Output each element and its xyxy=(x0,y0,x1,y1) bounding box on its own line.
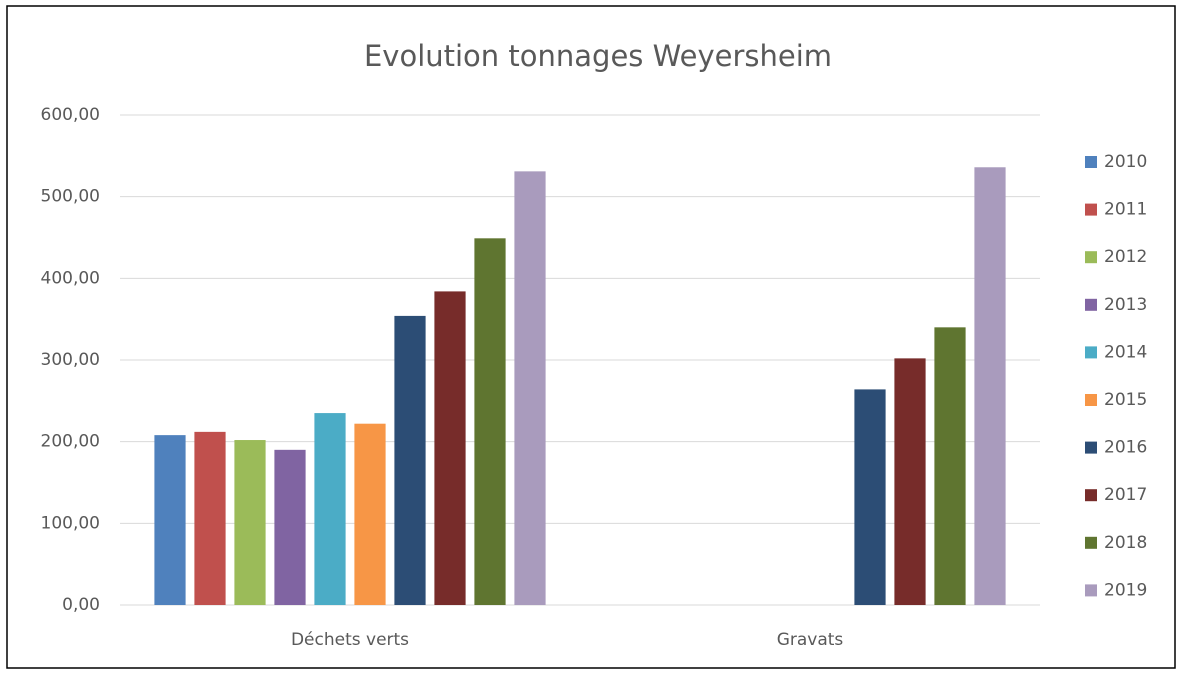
legend-swatch xyxy=(1085,536,1097,549)
bar xyxy=(854,389,886,605)
legend-swatch xyxy=(1085,298,1097,311)
bar xyxy=(974,167,1006,605)
legend-swatch xyxy=(1085,156,1097,168)
legend-label: 2015 xyxy=(1104,390,1147,410)
legend-swatch xyxy=(1085,251,1097,264)
y-tick-label: 0,00 xyxy=(62,595,100,615)
y-tick-label: 100,00 xyxy=(41,513,100,533)
bar xyxy=(894,358,926,605)
y-tick-label: 200,00 xyxy=(41,432,100,452)
legend-label: 2012 xyxy=(1104,247,1147,267)
y-tick-label: 400,00 xyxy=(41,268,100,288)
legend-label: 2014 xyxy=(1104,342,1147,362)
legend-label: 2010 xyxy=(1104,152,1147,172)
x-tick-label: Gravats xyxy=(777,630,844,650)
legend-swatch xyxy=(1085,489,1097,502)
legend-label: 2017 xyxy=(1104,485,1147,505)
bar xyxy=(154,435,186,605)
legend-label: 2018 xyxy=(1104,533,1147,553)
legend-swatch xyxy=(1085,346,1097,359)
bar xyxy=(474,238,506,606)
bar xyxy=(434,291,466,605)
bar xyxy=(194,431,226,605)
legend-swatch xyxy=(1085,203,1097,216)
legend-label: 2011 xyxy=(1104,200,1147,220)
bar xyxy=(514,171,546,605)
legend-swatch xyxy=(1085,394,1097,406)
bar xyxy=(394,315,426,605)
legend-label: 2016 xyxy=(1104,438,1147,458)
bar xyxy=(274,449,306,605)
bar xyxy=(934,327,966,605)
legend-swatch xyxy=(1085,584,1097,597)
y-tick-label: 600,00 xyxy=(41,105,100,125)
bar xyxy=(234,440,266,605)
bar xyxy=(354,423,386,605)
bar xyxy=(314,413,346,605)
chart-title: Evolution tonnages Weyersheim xyxy=(364,39,832,73)
x-tick-label: Déchets verts xyxy=(291,630,409,650)
legend-swatch xyxy=(1085,441,1097,454)
y-tick-label: 300,00 xyxy=(41,350,100,370)
legend-label: 2019 xyxy=(1104,580,1147,600)
legend-label: 2013 xyxy=(1104,295,1147,315)
y-tick-label: 500,00 xyxy=(41,187,100,207)
